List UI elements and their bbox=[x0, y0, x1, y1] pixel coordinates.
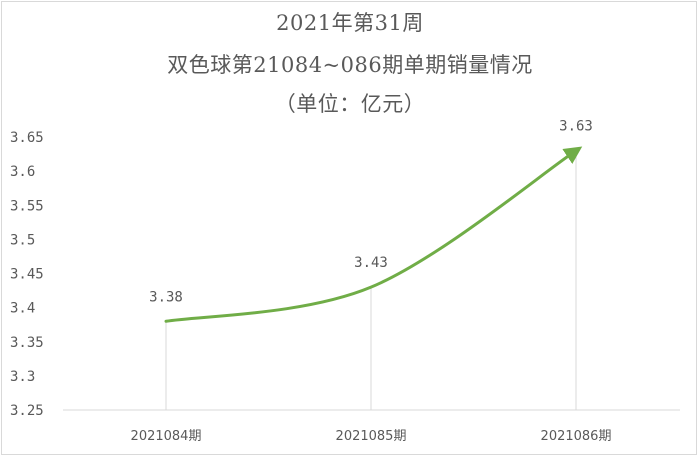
x-axis-labels: 2021084期 2021085期 2021086期 bbox=[131, 429, 612, 444]
x-tick-label: 2021086期 bbox=[541, 429, 612, 444]
data-label: 3.38 bbox=[149, 289, 183, 305]
x-tick-label: 2021085期 bbox=[336, 429, 407, 444]
drop-lines bbox=[165, 150, 577, 410]
y-tick-label: 3.4 bbox=[10, 301, 35, 317]
chart-title-line-2: 双色球第21084~086期单期销量情况 bbox=[167, 53, 533, 77]
y-tick-label: 3.55 bbox=[10, 198, 44, 214]
data-label: 3.63 bbox=[559, 119, 593, 135]
y-tick-label: 3.65 bbox=[10, 130, 44, 146]
data-label: 3.43 bbox=[354, 255, 388, 271]
y-axis-ticks: 3.25 3.3 3.35 3.4 3.45 3.5 3.55 3.6 3.65 bbox=[10, 130, 44, 419]
y-tick-label: 3.45 bbox=[10, 267, 44, 283]
series-line bbox=[164, 146, 583, 323]
y-tick-label: 3.3 bbox=[10, 369, 35, 385]
y-tick-label: 3.6 bbox=[10, 164, 35, 180]
y-tick-label: 3.5 bbox=[10, 232, 35, 248]
chart-title-line-1: 2021年第31周 bbox=[276, 11, 424, 35]
y-tick-label: 3.25 bbox=[10, 403, 44, 419]
x-tick-label: 2021084期 bbox=[131, 429, 202, 444]
data-labels: 3.38 3.43 3.63 bbox=[149, 119, 593, 306]
y-tick-label: 3.35 bbox=[10, 335, 44, 351]
chart-title-line-3: （单位：亿元） bbox=[274, 92, 426, 116]
